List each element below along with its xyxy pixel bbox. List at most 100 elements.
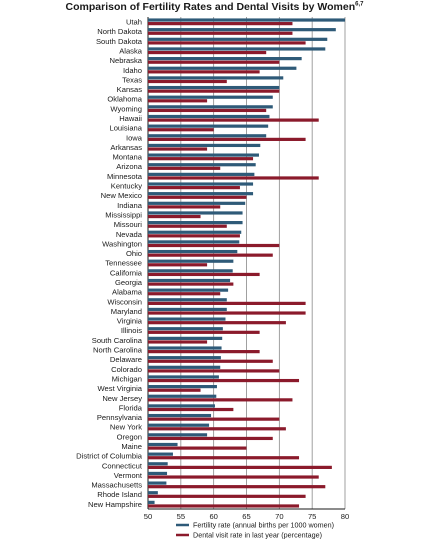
category-label: Montana bbox=[112, 153, 142, 162]
bar-dental bbox=[148, 456, 300, 460]
bar-fertility bbox=[148, 66, 297, 70]
bar-dental bbox=[148, 214, 201, 219]
category-label: Rhode Island bbox=[97, 490, 142, 499]
category-label: Mississippi bbox=[105, 210, 142, 219]
bar-dental bbox=[148, 427, 286, 431]
x-tick-label: 75 bbox=[308, 512, 316, 521]
bar-dental bbox=[148, 272, 260, 277]
category-label: Washington bbox=[102, 239, 142, 248]
category-label: Connecticut bbox=[102, 461, 143, 470]
bar-dental bbox=[148, 118, 319, 122]
bars bbox=[148, 18, 345, 508]
bar-fertility bbox=[148, 182, 254, 186]
bar-fertility bbox=[148, 153, 259, 157]
bar-fertility bbox=[148, 269, 233, 273]
bar-dental bbox=[148, 407, 234, 412]
bar-dental bbox=[148, 205, 221, 209]
category-label: North Dakota bbox=[97, 27, 143, 36]
category-label: New Mexico bbox=[101, 191, 142, 200]
x-tick-label: 70 bbox=[275, 512, 283, 521]
bar-dental bbox=[148, 378, 300, 383]
bar-dental bbox=[148, 166, 221, 170]
category-label: New York bbox=[110, 423, 142, 432]
category-label: Nevada bbox=[116, 230, 143, 239]
x-tick-label: 80 bbox=[341, 512, 349, 521]
bar-dental bbox=[148, 485, 326, 489]
gridlines bbox=[147, 17, 346, 510]
bar-dental bbox=[148, 234, 240, 238]
bar-fertility bbox=[148, 394, 217, 398]
bar-dental bbox=[148, 70, 260, 74]
bar-dental bbox=[148, 195, 247, 199]
x-tick-label: 50 bbox=[144, 512, 152, 521]
bar-dental bbox=[148, 157, 254, 161]
category-label: Oregon bbox=[117, 432, 142, 441]
bar-dental bbox=[148, 79, 227, 84]
bar-dental bbox=[148, 224, 227, 228]
bar-fertility bbox=[148, 298, 227, 302]
bar-fertility bbox=[148, 143, 261, 148]
bar-dental bbox=[148, 99, 208, 103]
category-label: South Carolina bbox=[92, 336, 143, 345]
category-label: Kentucky bbox=[111, 182, 142, 191]
category-label: California bbox=[110, 268, 143, 277]
bar-fertility bbox=[148, 327, 223, 331]
category-label: Iowa bbox=[126, 133, 143, 142]
category-label: Pennsylvania bbox=[97, 413, 143, 422]
category-label: North Carolina bbox=[93, 346, 143, 355]
bar-dental bbox=[148, 137, 306, 141]
bar-dental bbox=[148, 350, 260, 354]
bar-fertility bbox=[148, 192, 254, 196]
bar-dental bbox=[148, 60, 280, 64]
x-axis-ticks: 50 55 60 65 70 75 80 bbox=[144, 512, 349, 521]
legend: Fertility rate (annual births per 1000 w… bbox=[176, 521, 334, 540]
bar-dental bbox=[148, 147, 208, 151]
legend-label-fertility: Fertility rate (annual births per 1000 w… bbox=[193, 521, 334, 530]
bar-dental bbox=[148, 22, 293, 26]
legend-label-dental: Dental visit rate in last year (percenta… bbox=[193, 531, 322, 540]
category-label: West Virginia bbox=[98, 384, 143, 393]
bar-dental bbox=[148, 494, 306, 498]
category-label: New Jersey bbox=[102, 394, 142, 403]
bar-dental bbox=[148, 359, 273, 363]
bar-fertility bbox=[148, 95, 273, 99]
bar-fertility bbox=[148, 134, 267, 138]
bar-dental bbox=[148, 263, 208, 267]
bar-fertility bbox=[148, 491, 158, 495]
x-tick-label: 55 bbox=[177, 512, 185, 521]
category-label: Arizona bbox=[116, 162, 143, 171]
bar-dental bbox=[148, 446, 247, 450]
category-label: Kansas bbox=[117, 85, 143, 94]
category-label: Florida bbox=[119, 403, 143, 412]
category-label: Texas bbox=[122, 75, 142, 84]
category-label: Delaware bbox=[110, 355, 142, 364]
category-label: New Hampshire bbox=[88, 500, 142, 509]
bar-fertility bbox=[148, 317, 226, 321]
bar-dental bbox=[148, 475, 319, 479]
category-label: Utah bbox=[126, 18, 142, 27]
chart-title: Comparison of Fertility Rates and Dental… bbox=[0, 1, 429, 13]
category-label: Louisiana bbox=[109, 124, 142, 133]
bar-fertility bbox=[148, 385, 217, 389]
bar-fertility bbox=[148, 413, 212, 418]
bar-dental bbox=[148, 388, 201, 392]
category-label: Massachusetts bbox=[91, 481, 142, 490]
bar-fertility bbox=[148, 47, 326, 51]
bar-dental bbox=[148, 176, 319, 180]
category-label: Virginia bbox=[117, 317, 143, 326]
bar-dental bbox=[148, 128, 214, 132]
bar-dental bbox=[148, 330, 260, 334]
bar-fertility bbox=[148, 423, 210, 427]
bar-fertility bbox=[148, 124, 269, 128]
category-label: Arkansas bbox=[110, 143, 142, 152]
bar-dental bbox=[148, 436, 273, 441]
category-label: Idaho bbox=[123, 66, 142, 75]
bar-fertility bbox=[148, 259, 234, 263]
category-label: Indiana bbox=[117, 201, 143, 210]
category-label: Alaska bbox=[119, 46, 143, 55]
bar-dental bbox=[148, 340, 208, 344]
category-label: Colorado bbox=[111, 365, 142, 374]
bar-fertility bbox=[148, 462, 168, 466]
